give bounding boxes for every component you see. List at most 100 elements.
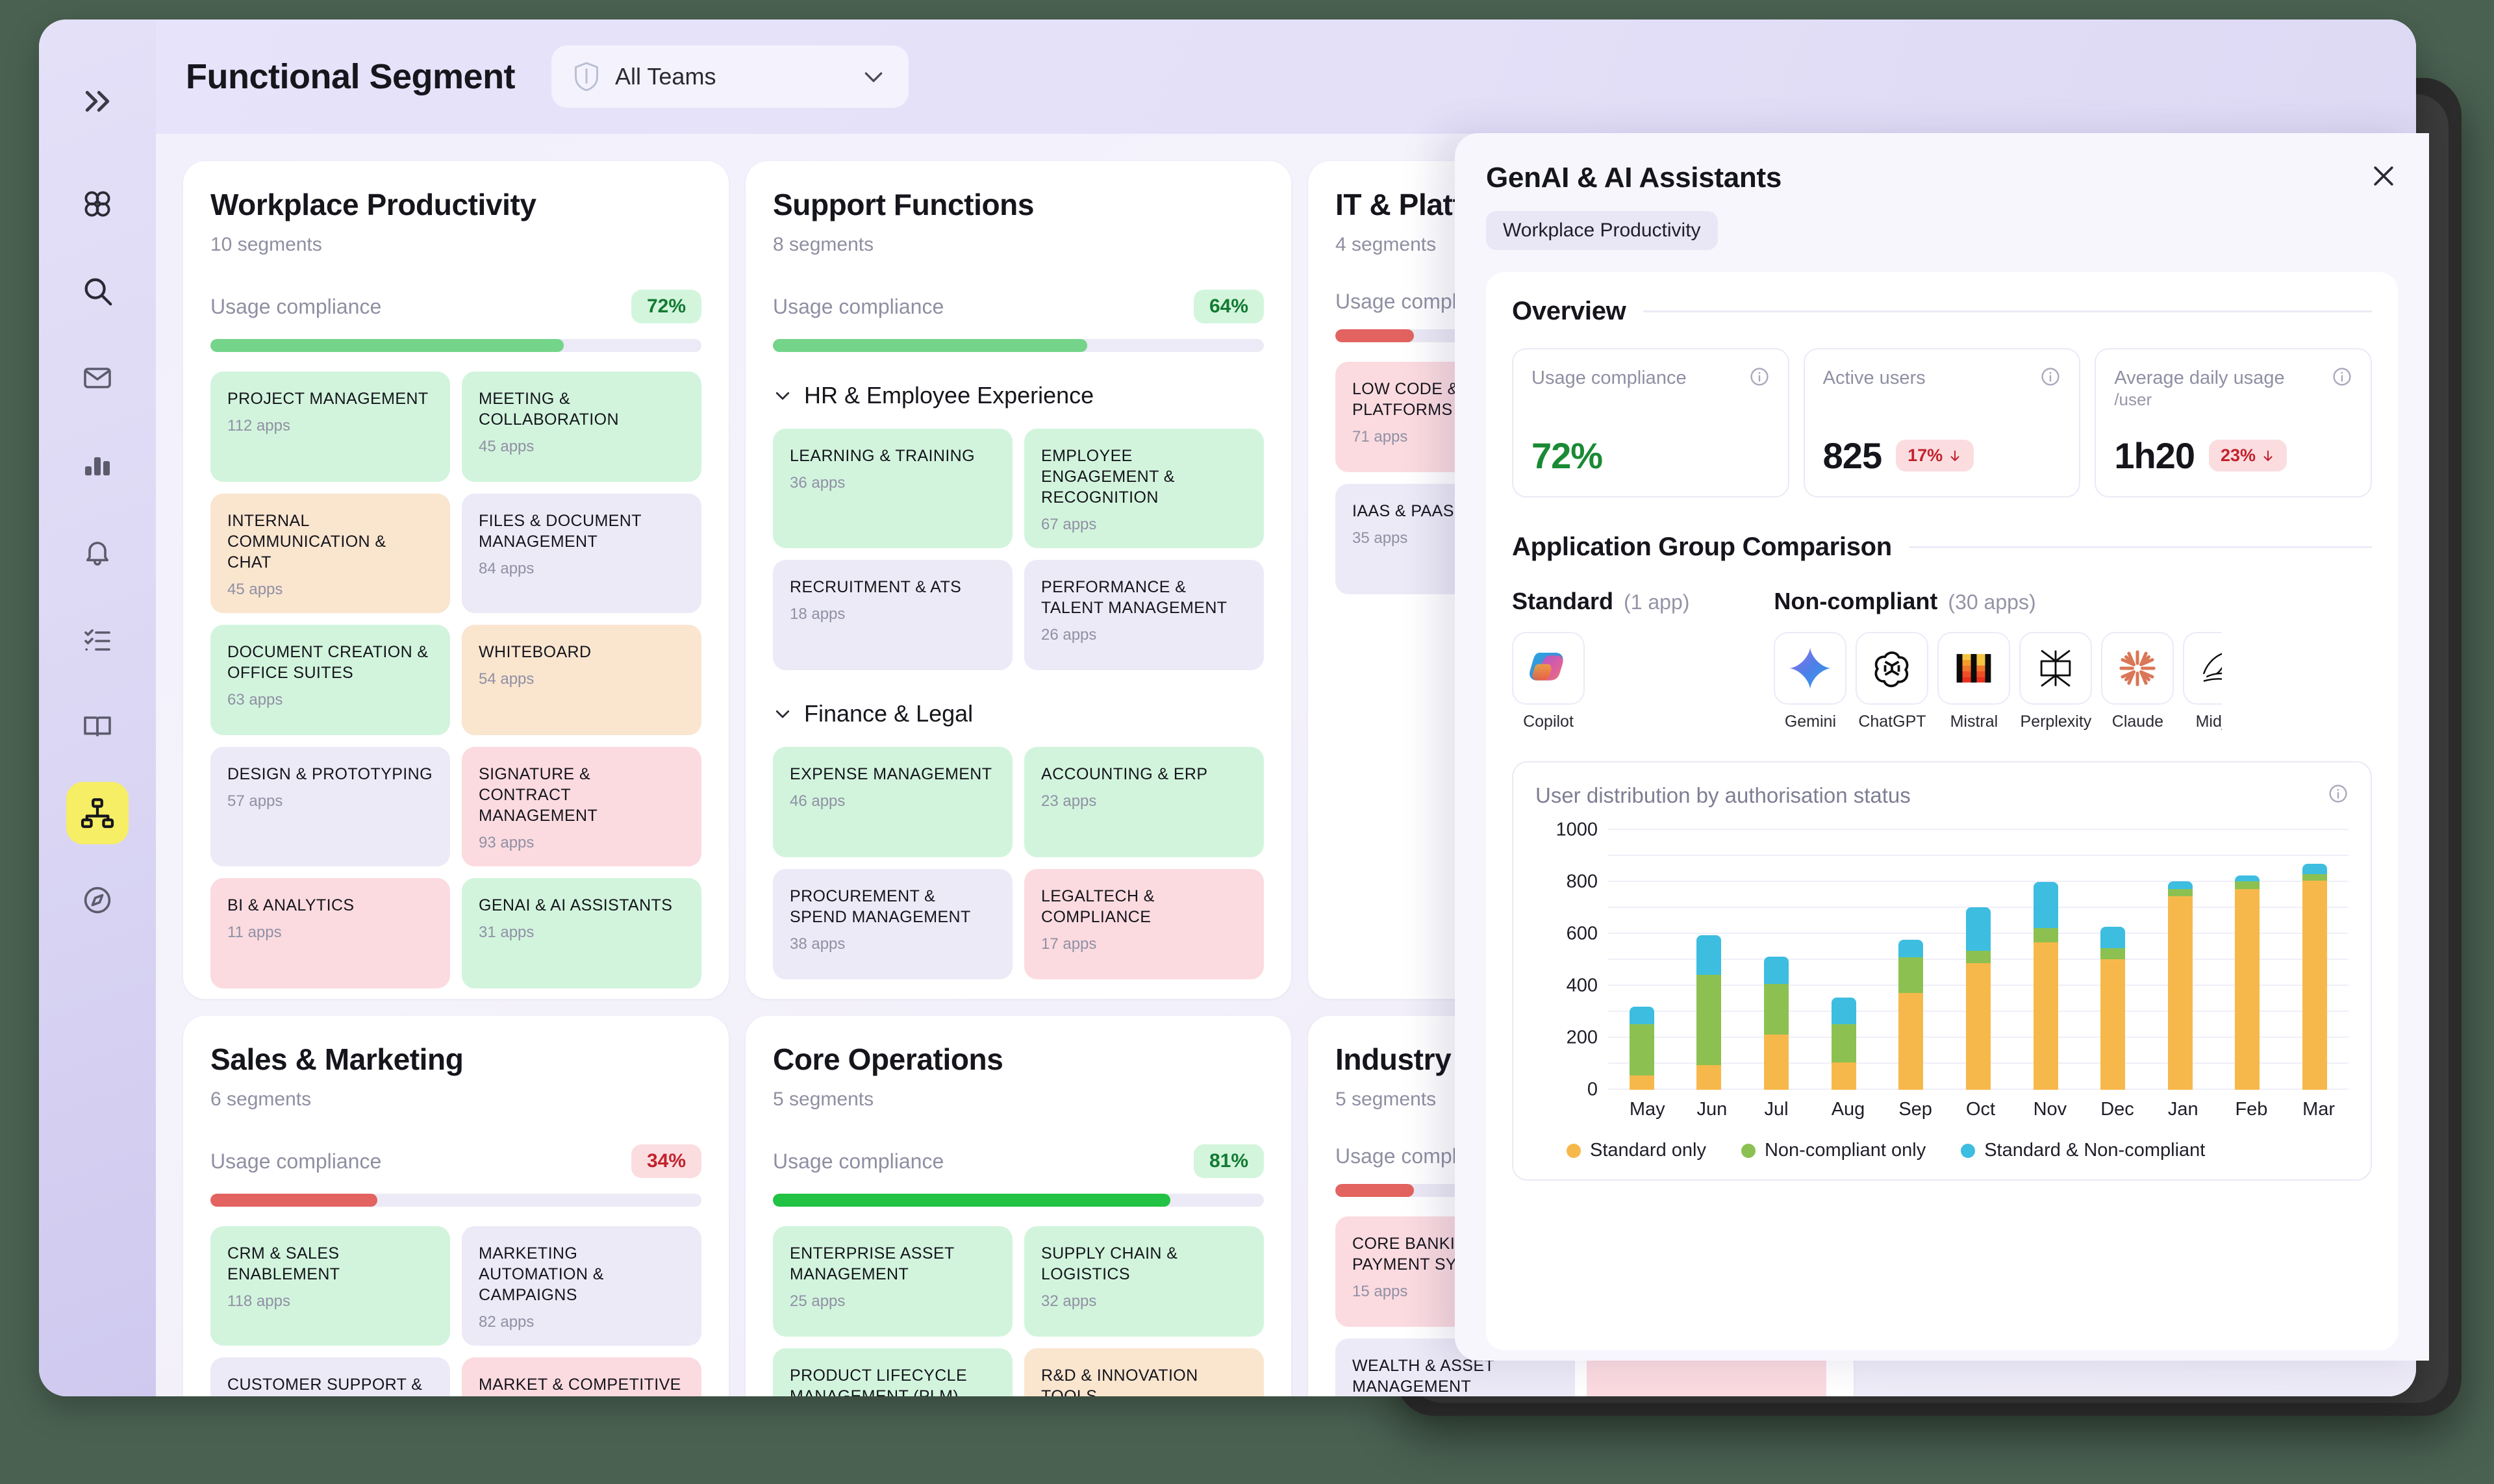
- kpi-label: Average daily usage: [2114, 368, 2285, 388]
- chart-bar[interactable]: [2235, 875, 2260, 1090]
- segment-tile[interactable]: PRODUCT LIFECYCLE MANAGEMENT (PLM): [773, 1348, 1013, 1396]
- segment-card[interactable]: Core Operations 5 segments Usage complia…: [746, 1016, 1291, 1396]
- segment-tile[interactable]: SIGNATURE & CONTRACT MANAGEMENT 93 apps: [462, 747, 701, 866]
- info-icon[interactable]: [2040, 366, 2061, 387]
- app-icon-box[interactable]: [2183, 632, 2223, 705]
- segment-tile[interactable]: LEGALTECH & COMPLIANCE 17 apps: [1024, 869, 1264, 979]
- chart-bar[interactable]: [1629, 1006, 1654, 1090]
- info-icon[interactable]: [2332, 366, 2352, 387]
- chart-legend-item[interactable]: Standard only: [1567, 1140, 1706, 1161]
- sidebar-item-library[interactable]: [66, 695, 129, 757]
- kpi-delta-badge: 23%: [2208, 440, 2287, 472]
- segment-tile[interactable]: FILES & DOCUMENT MANAGEMENT 84 apps: [462, 494, 701, 613]
- segment-tile[interactable]: MARKET & COMPETITIVE INTELLIGENCE: [462, 1357, 701, 1396]
- segment-tile-name: PERFORMANCE & TALENT MANAGEMENT: [1041, 578, 1228, 617]
- segment-group-header[interactable]: HR & Employee Experience: [773, 382, 1264, 409]
- chart-legend-item[interactable]: Non-compliant only: [1741, 1140, 1926, 1161]
- app-item[interactable]: Gemini: [1774, 632, 1847, 731]
- sidebar-item-notifications[interactable]: [66, 521, 129, 583]
- app-item[interactable]: Mistral: [1937, 632, 2011, 731]
- chart-bars: [1608, 830, 2349, 1090]
- segment-tile[interactable]: CRM & SALES ENABLEMENT 118 apps: [210, 1226, 450, 1346]
- chart-bar[interactable]: [1831, 998, 1856, 1090]
- segment-tile-app-count: 84 apps: [479, 560, 535, 577]
- segment-tile-app-count: 17 apps: [1041, 935, 1097, 953]
- segment-card[interactable]: Support Functions 8 segments Usage compl…: [746, 161, 1291, 999]
- chart-bar[interactable]: [1764, 957, 1789, 1090]
- team-selector[interactable]: All Teams: [551, 45, 909, 108]
- app-item[interactable]: Midjou: [2183, 632, 2223, 731]
- segment-group-header[interactable]: Finance & Legal: [773, 700, 1264, 727]
- segment-card[interactable]: Workplace Productivity 10 segments Usage…: [183, 161, 729, 999]
- chart-bar[interactable]: [2302, 864, 2328, 1090]
- chart-bar[interactable]: [2167, 881, 2193, 1090]
- sidebar-item-analytics[interactable]: [66, 434, 129, 496]
- standard-label: Standard: [1512, 588, 1614, 614]
- segment-tile[interactable]: SUPPLY CHAIN & LOGISTICS 32 apps: [1024, 1226, 1264, 1337]
- topbar: Functional Segment All Teams: [156, 19, 2416, 134]
- segment-tile[interactable]: INTERNAL COMMUNICATION & CHAT 45 apps: [210, 494, 450, 613]
- chart-bar[interactable]: [1898, 939, 1924, 1090]
- app-item[interactable]: Perplexity: [2019, 632, 2093, 731]
- segment-tile[interactable]: PERFORMANCE & TALENT MANAGEMENT 26 apps: [1024, 560, 1264, 670]
- compliance-badge: 64%: [1193, 290, 1264, 323]
- chart-bar[interactable]: [1965, 907, 1991, 1090]
- sidebar-item-segments[interactable]: [66, 782, 129, 844]
- segment-tile[interactable]: PROJECT MANAGEMENT 112 apps: [210, 371, 450, 482]
- segment-tile[interactable]: EMPLOYEE ENGAGEMENT & RECOGNITION 67 app…: [1024, 429, 1264, 548]
- sparkle-cluster-icon: [84, 191, 110, 217]
- segment-tile[interactable]: EXPENSE MANAGEMENT 46 apps: [773, 747, 1013, 857]
- sidebar-item-inbox[interactable]: [66, 347, 129, 409]
- segment-tile[interactable]: RECRUITMENT & ATS 18 apps: [773, 560, 1013, 670]
- close-icon[interactable]: [2369, 162, 2398, 190]
- chart-y-tick: 800: [1566, 871, 1598, 892]
- chart-bar[interactable]: [2100, 927, 2126, 1090]
- sidebar-item-tasks[interactable]: [66, 608, 129, 670]
- sidebar-collapse-button[interactable]: [66, 70, 129, 132]
- segment-tile[interactable]: PROCUREMENT & SPEND MANAGEMENT 38 apps: [773, 869, 1013, 979]
- perplexity-icon: [2041, 649, 2071, 687]
- segment-tile[interactable]: BI & ANALYTICS 11 apps: [210, 878, 450, 988]
- segment-tile-app-count: 45 apps: [227, 581, 283, 598]
- app-item[interactable]: ChatGPT: [1856, 632, 1929, 731]
- segment-tile[interactable]: MARKETING AUTOMATION & CAMPAIGNS 82 apps: [462, 1226, 701, 1346]
- app-icon-box[interactable]: [2101, 632, 2174, 705]
- app-icon-box[interactable]: [2019, 632, 2093, 705]
- kpi-value: 825: [1822, 435, 1882, 476]
- chart-bar-segment: [1764, 1035, 1789, 1090]
- segment-tile[interactable]: ENTERPRISE ASSET MANAGEMENT 25 apps: [773, 1226, 1013, 1337]
- segment-tile[interactable]: DOCUMENT CREATION & OFFICE SUITES 63 app…: [210, 625, 450, 735]
- info-icon[interactable]: [2328, 783, 2349, 804]
- segment-tile[interactable]: DESIGN & PROTOTYPING 57 apps: [210, 747, 450, 866]
- chart-x-axis: May Jun Jul Aug Sep Oct Nov Dec Jan Feb Mar: [1608, 1099, 2349, 1120]
- segment-tile[interactable]: LEARNING & TRAINING 36 apps: [773, 429, 1013, 548]
- sidebar-item-explore[interactable]: [66, 869, 129, 931]
- detail-panel-title: GenAI & AI Assistants: [1486, 162, 1782, 194]
- chart-bar[interactable]: [2033, 881, 2058, 1090]
- app-icon-box[interactable]: [1774, 632, 1847, 705]
- kpi-delta-value: 17%: [1908, 446, 1943, 465]
- segment-tile[interactable]: WHITEBOARD 54 apps: [462, 625, 701, 735]
- app-icon-box[interactable]: [1512, 632, 1585, 705]
- detail-panel-parent-chip[interactable]: Workplace Productivity: [1486, 211, 1718, 250]
- sidebar-item-apps[interactable]: [66, 173, 129, 235]
- compliance-progress-track: [773, 339, 1264, 352]
- segment-card[interactable]: Sales & Marketing 6 segments Usage compl…: [183, 1016, 729, 1396]
- app-item[interactable]: Claude: [2101, 632, 2174, 731]
- segment-tile[interactable]: ACCOUNTING & ERP 23 apps: [1024, 747, 1264, 857]
- segment-tile[interactable]: GENAI & AI ASSISTANTS 31 apps: [462, 878, 701, 988]
- chart-bar-segment: [1764, 984, 1789, 1035]
- info-icon[interactable]: [1749, 366, 1770, 387]
- chart-legend-item[interactable]: Standard & Non-compliant: [1961, 1140, 2205, 1161]
- segment-tile[interactable]: R&D & INNOVATION TOOLS 17 apps: [1024, 1348, 1264, 1396]
- sidebar-item-search[interactable]: [66, 260, 129, 322]
- segment-tile[interactable]: MEETING & COLLABORATION 45 apps: [462, 371, 701, 482]
- chart-title: User distribution by authorisation statu…: [1535, 783, 1911, 807]
- chart-bar-segment: [1965, 907, 1991, 951]
- app-item[interactable]: Copilot: [1512, 632, 1585, 731]
- section-divider: [1908, 546, 2372, 548]
- app-icon-box[interactable]: [1856, 632, 1929, 705]
- chart-bar[interactable]: [1696, 935, 1722, 1090]
- app-icon-box[interactable]: [1937, 632, 2011, 705]
- segment-tile[interactable]: CUSTOMER SUPPORT & HELPDESK: [210, 1357, 450, 1396]
